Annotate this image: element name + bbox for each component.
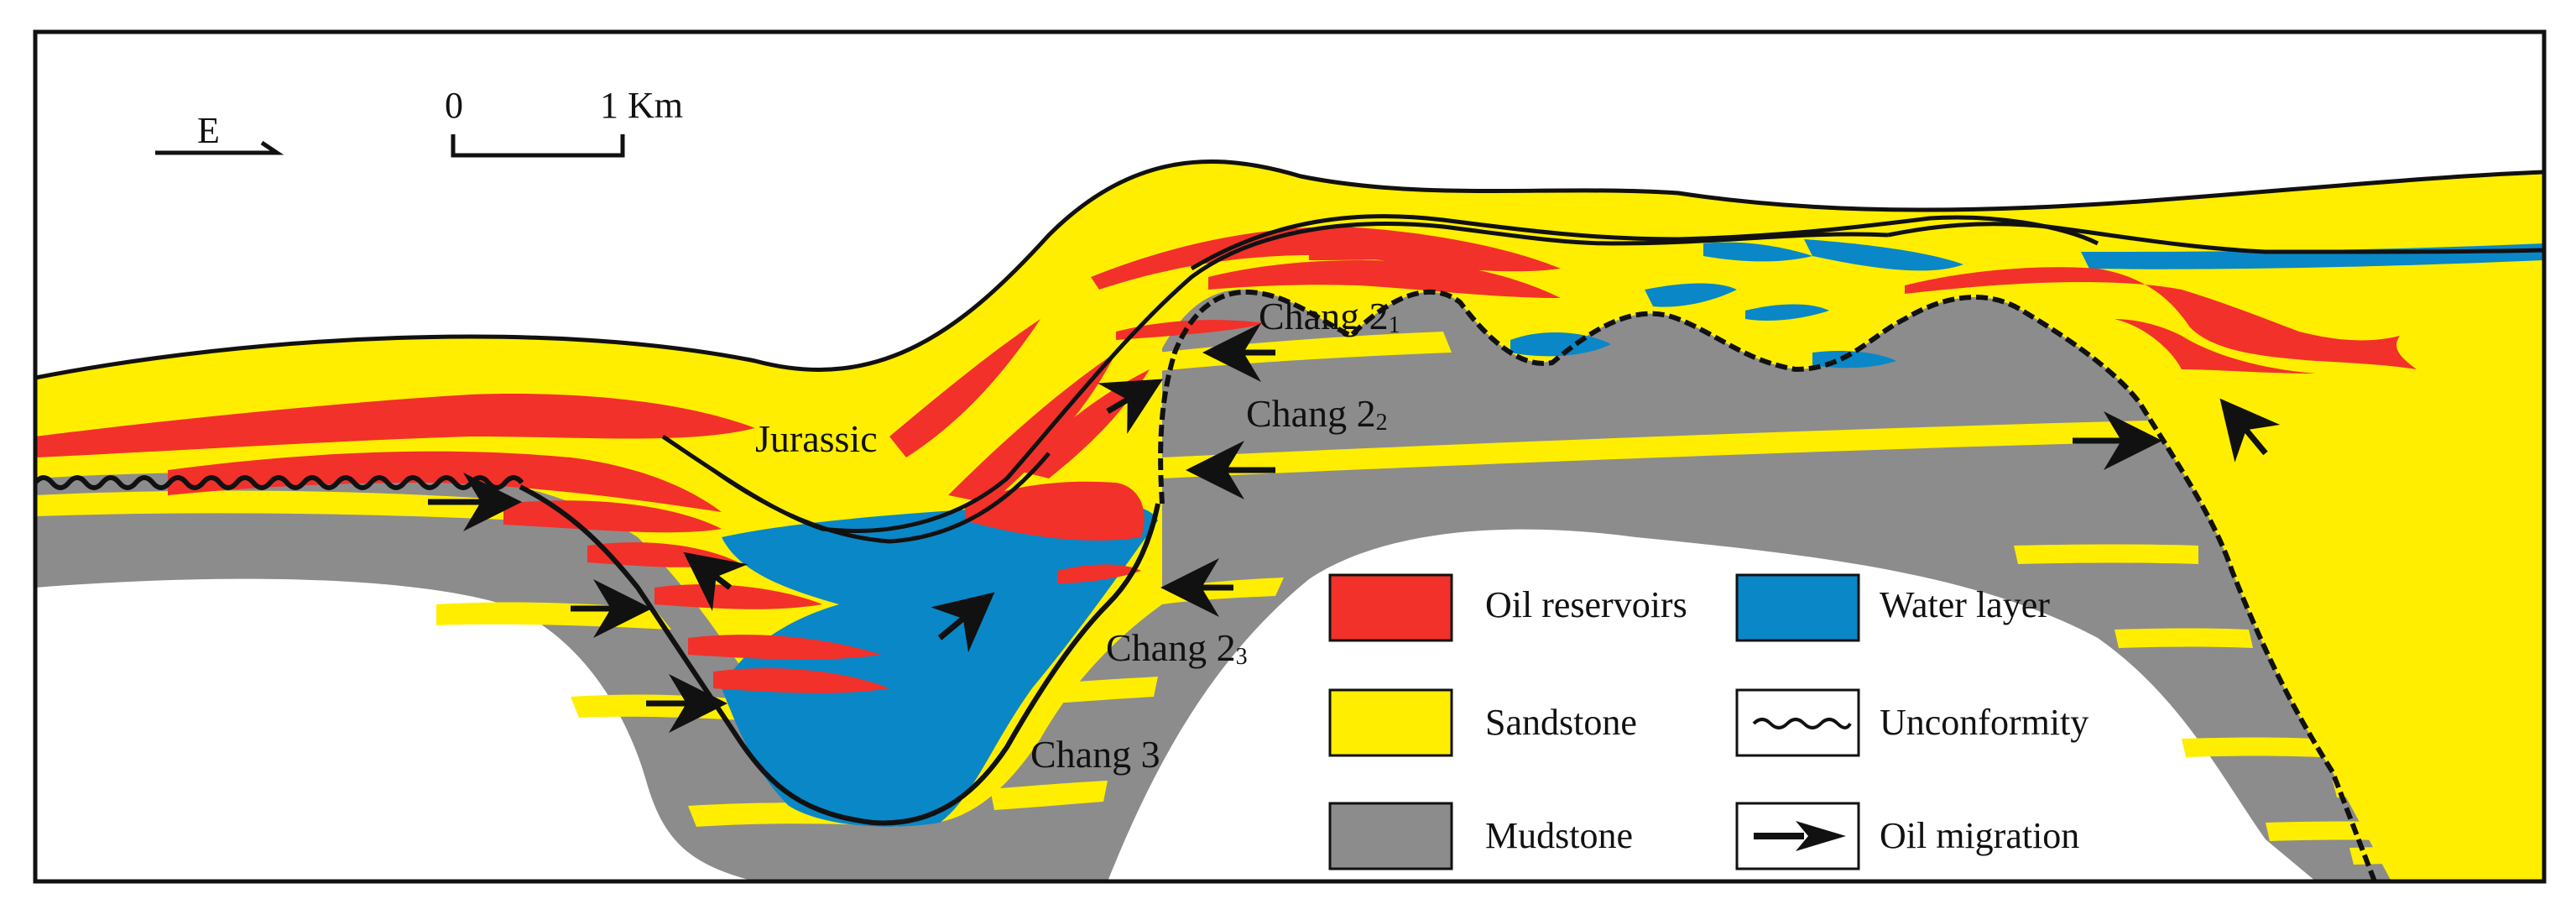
unconformity-symbol-icon	[1752, 718, 1852, 729]
label-chang-3: Chang 3	[1030, 733, 1160, 776]
sandstone-interbeds-right	[990, 332, 2544, 865]
legend-label-unconformity: Unconformity	[1880, 702, 2088, 743]
legend-label-water: Water layer	[1880, 584, 2050, 625]
label-chang-2-3-sub: 3	[1236, 644, 1248, 670]
label-chang-2-2: Chang 22	[1246, 392, 1388, 436]
legend-swatch-water	[1735, 573, 1860, 642]
scale-bar-start: 0	[445, 85, 463, 126]
basement-lens-left	[35, 578, 755, 881]
label-chang-2-1-sub: 1	[1389, 312, 1400, 338]
scale-bar: 0 1 Km	[445, 85, 683, 158]
label-chang-2-2-sub: 2	[1376, 410, 1388, 436]
scale-bar-line	[451, 134, 625, 158]
label-jurassic: Jurassic	[755, 417, 878, 460]
section-body	[35, 32, 2544, 881]
water-layers	[722, 239, 2544, 827]
bedding-lines	[35, 159, 2544, 544]
label-chang-2-2-main: Chang 2	[1246, 392, 1376, 435]
label-chang-2-3: Chang 23	[1106, 626, 1248, 670]
orientation-label: E	[197, 110, 220, 151]
label-chang-2-1-main: Chang 2	[1259, 295, 1389, 337]
legend-label-mud: Mudstone	[1485, 815, 1633, 856]
legend-label-sand: Sandstone	[1485, 702, 1637, 743]
label-chang-2-1: Chang 21	[1259, 295, 1400, 338]
oil-reservoirs	[35, 227, 2417, 693]
legend-swatch-mud	[1328, 802, 1453, 870]
scale-bar-end: 1 Km	[600, 85, 683, 126]
label-chang-2-3-main: Chang 2	[1106, 626, 1236, 669]
legend-swatch-sand	[1328, 688, 1453, 757]
migration-arrow-head-icon	[1796, 821, 1846, 851]
orientation-arrow	[155, 140, 284, 155]
orientation-indicator: E	[155, 110, 284, 155]
legend-swatch-oil	[1328, 573, 1453, 642]
legend-label-oil: Oil reservoirs	[1485, 584, 1687, 625]
legend: Oil reservoirs Water layer Sandstone Unc…	[1328, 573, 2088, 870]
migration-arrows	[428, 323, 2281, 733]
figure-frame	[33, 29, 2547, 884]
legend-label-migration: Oil migration	[1880, 815, 2079, 856]
